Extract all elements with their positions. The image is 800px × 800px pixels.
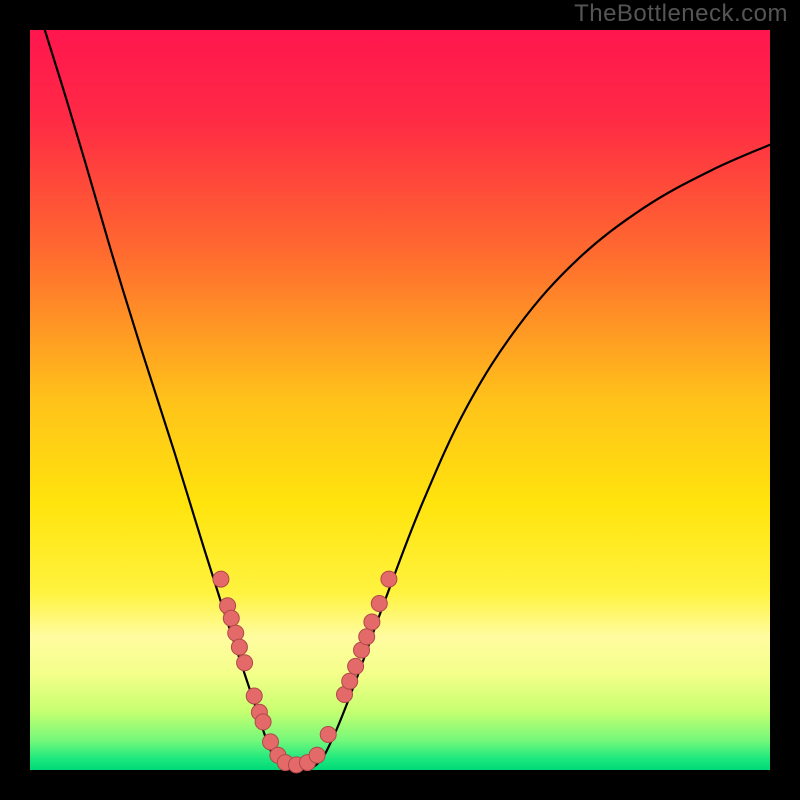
marker-dot	[231, 639, 247, 655]
marker-dot	[213, 571, 229, 587]
watermark-text: TheBottleneck.com	[574, 0, 788, 28]
marker-dot	[228, 625, 244, 641]
marker-dot	[255, 714, 271, 730]
marker-dot	[309, 747, 325, 763]
marker-dot	[371, 596, 387, 612]
chart-root: TheBottleneck.com	[0, 0, 800, 800]
marker-dot	[364, 614, 380, 630]
marker-dot	[348, 658, 364, 674]
marker-dot	[342, 673, 358, 689]
marker-dot	[246, 688, 262, 704]
gradient-background	[30, 30, 770, 770]
plot-area	[30, 30, 770, 770]
marker-dot	[381, 571, 397, 587]
marker-dot	[237, 655, 253, 671]
marker-dot	[223, 610, 239, 626]
chart-svg	[30, 30, 770, 770]
marker-dot	[359, 629, 375, 645]
marker-dot	[320, 726, 336, 742]
